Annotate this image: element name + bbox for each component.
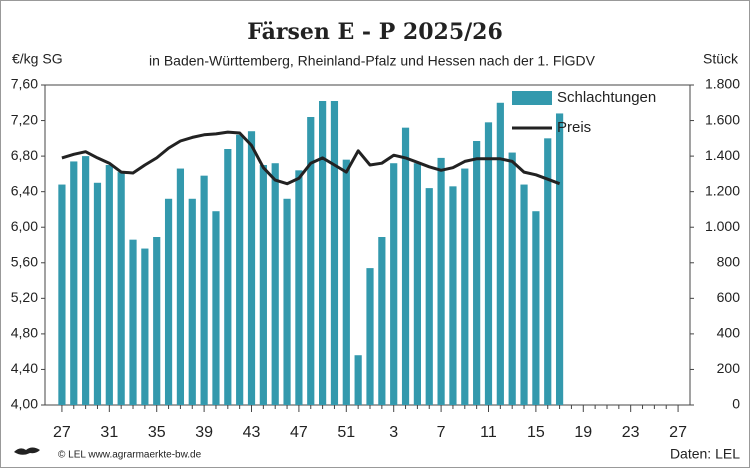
x-tick-label: 19 — [574, 424, 592, 441]
bar — [508, 152, 516, 405]
x-tick-label: 27 — [53, 424, 71, 441]
x-tick-label: 39 — [195, 424, 213, 441]
y2-tick-label: 600 — [717, 289, 741, 305]
bar — [378, 237, 386, 405]
footer-left: © LEL www.agrarmaerkte-bw.de — [58, 450, 202, 461]
bar — [93, 182, 102, 405]
y2-tick-label: 800 — [717, 253, 741, 269]
y-tick-label: 4,00 — [11, 396, 38, 412]
chart-subtitle: in Baden-Württemberg, Rheinland-Pfalz un… — [149, 53, 596, 69]
y-tick-label: 7,20 — [11, 111, 38, 127]
bar — [401, 127, 410, 406]
legend-swatch — [512, 91, 552, 105]
bar — [330, 101, 339, 405]
bar — [247, 131, 256, 405]
y-tick-label: 6,80 — [11, 147, 38, 163]
bar — [224, 149, 232, 405]
bar — [129, 239, 137, 405]
y-axis-label: €/kg SG — [12, 51, 63, 67]
bar — [555, 113, 564, 405]
y2-tick-label: 1.200 — [705, 182, 740, 198]
x-tick-label: 35 — [148, 424, 166, 441]
y-tick-label: 7,60 — [11, 76, 38, 92]
bar — [164, 198, 173, 405]
bar — [141, 248, 149, 405]
y2-tick-label: 400 — [717, 325, 741, 341]
footer-right: Daten: LEL — [670, 446, 740, 462]
bar — [58, 184, 66, 405]
y2-axis-label: Stück — [703, 51, 739, 67]
bar — [496, 102, 504, 406]
bar — [176, 168, 185, 405]
bar — [413, 163, 421, 405]
bar — [484, 122, 493, 405]
y2-tick-label: 1.600 — [705, 111, 740, 127]
bar — [366, 268, 374, 405]
y-tick-label: 5,60 — [11, 253, 38, 269]
bar — [532, 211, 540, 405]
x-tick-label: 7 — [437, 424, 446, 441]
x-tick-label: 15 — [527, 424, 545, 441]
legend-label: Preis — [557, 119, 591, 136]
bar — [271, 163, 279, 405]
bar — [437, 157, 445, 405]
bar — [259, 165, 267, 405]
bar — [520, 184, 528, 405]
y2-tick-label: 1.000 — [705, 218, 740, 234]
bar — [212, 211, 220, 405]
bar — [354, 355, 362, 405]
bar — [307, 117, 315, 405]
y2-tick-label: 1.400 — [705, 147, 740, 163]
y-tick-label: 4,40 — [11, 360, 38, 376]
legend-label: Schlachtungen — [557, 89, 656, 106]
y-tick-label: 6,40 — [11, 182, 38, 198]
line — [61, 130, 561, 186]
bar — [283, 198, 291, 405]
bar — [449, 186, 457, 405]
y-tick-label: 6,00 — [11, 218, 38, 234]
x-tick-label: 3 — [389, 424, 398, 441]
bar — [295, 170, 303, 405]
bar — [390, 163, 398, 405]
bar — [425, 188, 433, 405]
logo — [14, 447, 40, 455]
x-tick-label: 51 — [337, 424, 355, 441]
x-tick-label: 47 — [290, 424, 308, 441]
y2-tick-label: 1.800 — [705, 76, 740, 92]
bar — [319, 101, 327, 405]
y-tick-label: 4,80 — [11, 325, 38, 341]
x-tick-label: 31 — [100, 424, 118, 441]
bar — [461, 168, 469, 405]
chart-title: Färsen E - P 2025/26 — [247, 19, 503, 45]
bar — [153, 237, 161, 405]
x-tick-label: 27 — [669, 424, 687, 441]
x-tick-label: 43 — [243, 424, 261, 441]
bar — [236, 134, 244, 405]
bar — [82, 156, 90, 405]
bar — [544, 138, 552, 406]
bar — [105, 165, 113, 405]
bar — [70, 161, 78, 405]
y2-tick-label: 200 — [717, 360, 741, 376]
bar — [342, 159, 350, 405]
x-tick-label: 11 — [480, 424, 497, 441]
bar — [200, 175, 208, 405]
y2-tick-label: 0 — [732, 396, 740, 412]
y-tick-label: 5,20 — [11, 289, 38, 305]
bar — [473, 141, 481, 405]
x-tick-label: 23 — [622, 424, 640, 441]
bar — [117, 172, 125, 405]
bar — [188, 198, 196, 405]
